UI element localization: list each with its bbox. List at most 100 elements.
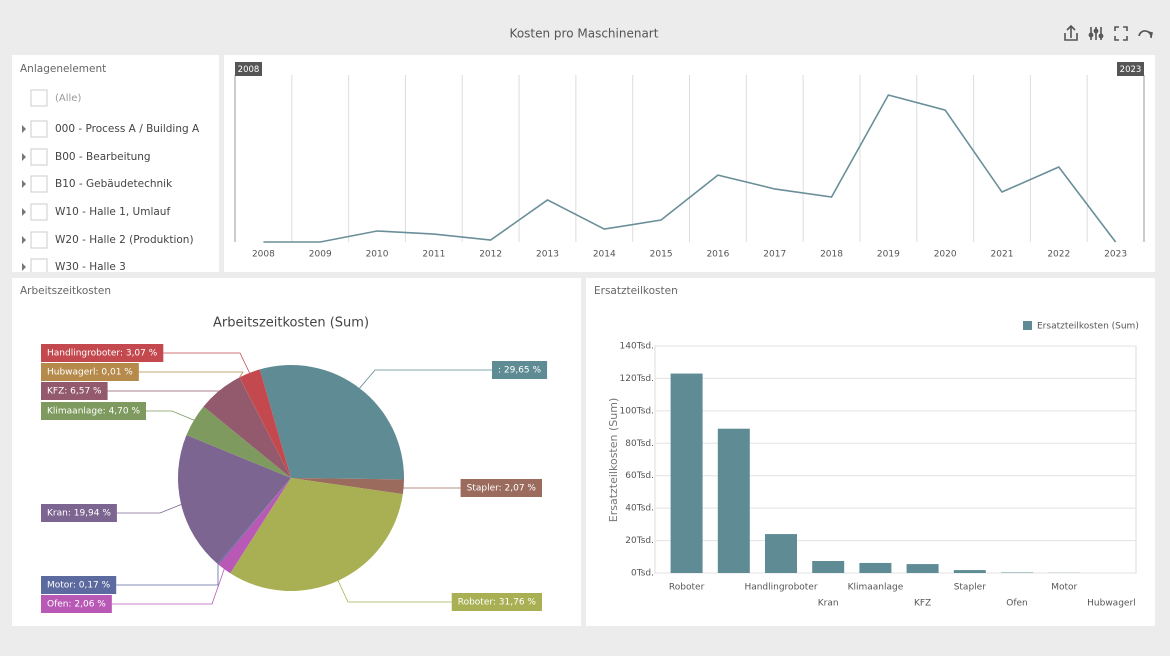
y-tick-label: 100Tsd. (620, 406, 654, 416)
x-tick-label: 2010 (366, 250, 389, 260)
leader-line (111, 569, 225, 605)
x-tick-label: 2016 (706, 250, 729, 260)
slice-label: Kran: 19,94 % (41, 504, 182, 522)
range-box (235, 62, 262, 76)
y-tick-label: 80Tsd. (625, 439, 654, 449)
range-box (1117, 62, 1144, 76)
leader-line (146, 410, 195, 421)
x-tick-label: Hubwagerl (1087, 599, 1136, 609)
chart-title: Arbeitszeitkosten (Sum) (213, 316, 369, 331)
x-tick-label: 2019 (877, 250, 900, 260)
legend-label: Ersatzteilkosten (Sum) (1037, 322, 1139, 332)
leader-line (399, 486, 461, 489)
fullscreen-icon[interactable] (1114, 26, 1128, 41)
x-tick-label: 2008 (252, 250, 275, 260)
y-tick-label: 20Tsd. (625, 536, 654, 546)
slice-label-box (41, 402, 147, 420)
filter-item[interactable]: B00 - Bearbeitung (55, 151, 151, 163)
filter-item[interactable]: B10 - Gebäudetechnik (55, 178, 173, 190)
slice-label: Handlingroboter: 3,07 % (41, 344, 250, 374)
checkbox[interactable] (30, 175, 48, 193)
y-tick-label: 60Tsd. (625, 471, 654, 481)
x-tick-label: 2023 (1104, 250, 1127, 260)
slice-label-text: : 29,65 % (498, 366, 542, 376)
filter-item[interactable]: W30 - Halle 3 (55, 261, 126, 273)
leader-line (116, 564, 219, 586)
pie-slice (239, 377, 291, 478)
checkbox[interactable] (30, 148, 48, 166)
pie-slice (230, 478, 403, 591)
line (263, 94, 1117, 243)
x-tick-label: Ofen (1006, 599, 1028, 609)
range-label: 2008 (238, 65, 260, 75)
toolbar (1064, 24, 1153, 41)
slice-label-box (41, 504, 117, 522)
x-tick-label: Handlingroboter (744, 583, 817, 593)
bar (670, 373, 703, 573)
slice-label-text: Kran: 19,94 % (47, 509, 111, 519)
x-tick-label: 2013 (536, 250, 559, 260)
filter-item[interactable]: W10 - Halle 1, Umlauf (55, 206, 170, 218)
y-axis-title: Ersatzteilkosten (Sum) (607, 398, 620, 522)
slice-label-text: Klimaanlage: 4,70 % (47, 407, 140, 417)
bar (906, 564, 939, 573)
slice-label-text: KFZ: 6,57 % (47, 387, 102, 397)
bar (717, 428, 750, 573)
x-tick-label: 2015 (650, 250, 673, 260)
y-tick-label: 140Tsd. (620, 342, 654, 352)
x-tick-label: 2014 (593, 250, 616, 260)
pie-slice (259, 365, 404, 480)
leader-line (138, 371, 244, 378)
slice-label: Motor: 0,17 % (41, 564, 219, 594)
checkbox[interactable] (30, 258, 48, 275)
leader-line (359, 369, 492, 389)
x-tick-label: Klimaanlage (848, 583, 904, 593)
y-tick-label: 40Tsd. (625, 504, 654, 514)
slice-label: Klimaanlage: 4,70 % (41, 402, 195, 421)
slice-label-box (492, 361, 548, 379)
slice-label-text: Hubwagerl: 0,01 % (47, 368, 133, 378)
checkbox[interactable] (30, 203, 48, 221)
expand-arrow[interactable] (22, 180, 26, 188)
x-tick-label: Kran (818, 599, 839, 609)
bar (765, 534, 797, 573)
y-tick-label: 120Tsd. (620, 374, 654, 384)
filter-item[interactable]: (Alle) (55, 93, 81, 104)
filter-icon[interactable] (1088, 27, 1104, 40)
pie-slice (217, 478, 291, 565)
filter-list: (Alle) 000 - Process A / Building A B00 - … (22, 89, 200, 275)
slice-label-text: Handlingroboter: 3,07 % (47, 349, 158, 359)
slice-label-text: Motor: 0,17 % (47, 581, 111, 591)
expand-arrow[interactable] (22, 153, 26, 161)
pie-slice (186, 406, 291, 478)
range-label: 2023 (1120, 65, 1142, 75)
slice-label-box (460, 479, 542, 497)
leader-line (163, 352, 250, 374)
checkbox[interactable] (30, 120, 48, 138)
panel-title: Arbeitszeitkosten (20, 285, 111, 297)
expand-arrow[interactable] (22, 125, 26, 133)
x-tick-label: 2022 (1047, 250, 1070, 260)
slice-label-box (41, 363, 139, 381)
leader-line (107, 390, 221, 392)
x-tick-label: Roboter (669, 583, 705, 593)
slice-label-text: Roboter: 31,76 % (458, 598, 537, 608)
export-icon[interactable] (1064, 24, 1078, 41)
range-handle[interactable]: 2008 (235, 62, 262, 76)
checkbox[interactable] (30, 89, 48, 107)
dashboard-title: Kosten pro Maschinenart (510, 27, 659, 41)
refresh-icon[interactable] (1138, 30, 1153, 39)
x-tick-label: Motor (1051, 583, 1077, 593)
checkbox[interactable] (30, 231, 48, 249)
range-handle[interactable]: 2023 (1117, 62, 1144, 76)
expand-arrow[interactable] (22, 236, 26, 244)
expand-arrow[interactable] (22, 208, 26, 216)
legend-swatch (1023, 321, 1032, 330)
filter-item[interactable]: 000 - Process A / Building A (55, 123, 200, 135)
filter-item[interactable]: W20 - Halle 2 (Produktion) (55, 234, 194, 246)
expand-arrow[interactable] (22, 263, 26, 271)
x-tick-label: 2021 (991, 250, 1014, 260)
pie-slice (291, 478, 404, 495)
pie-slice (177, 435, 291, 564)
